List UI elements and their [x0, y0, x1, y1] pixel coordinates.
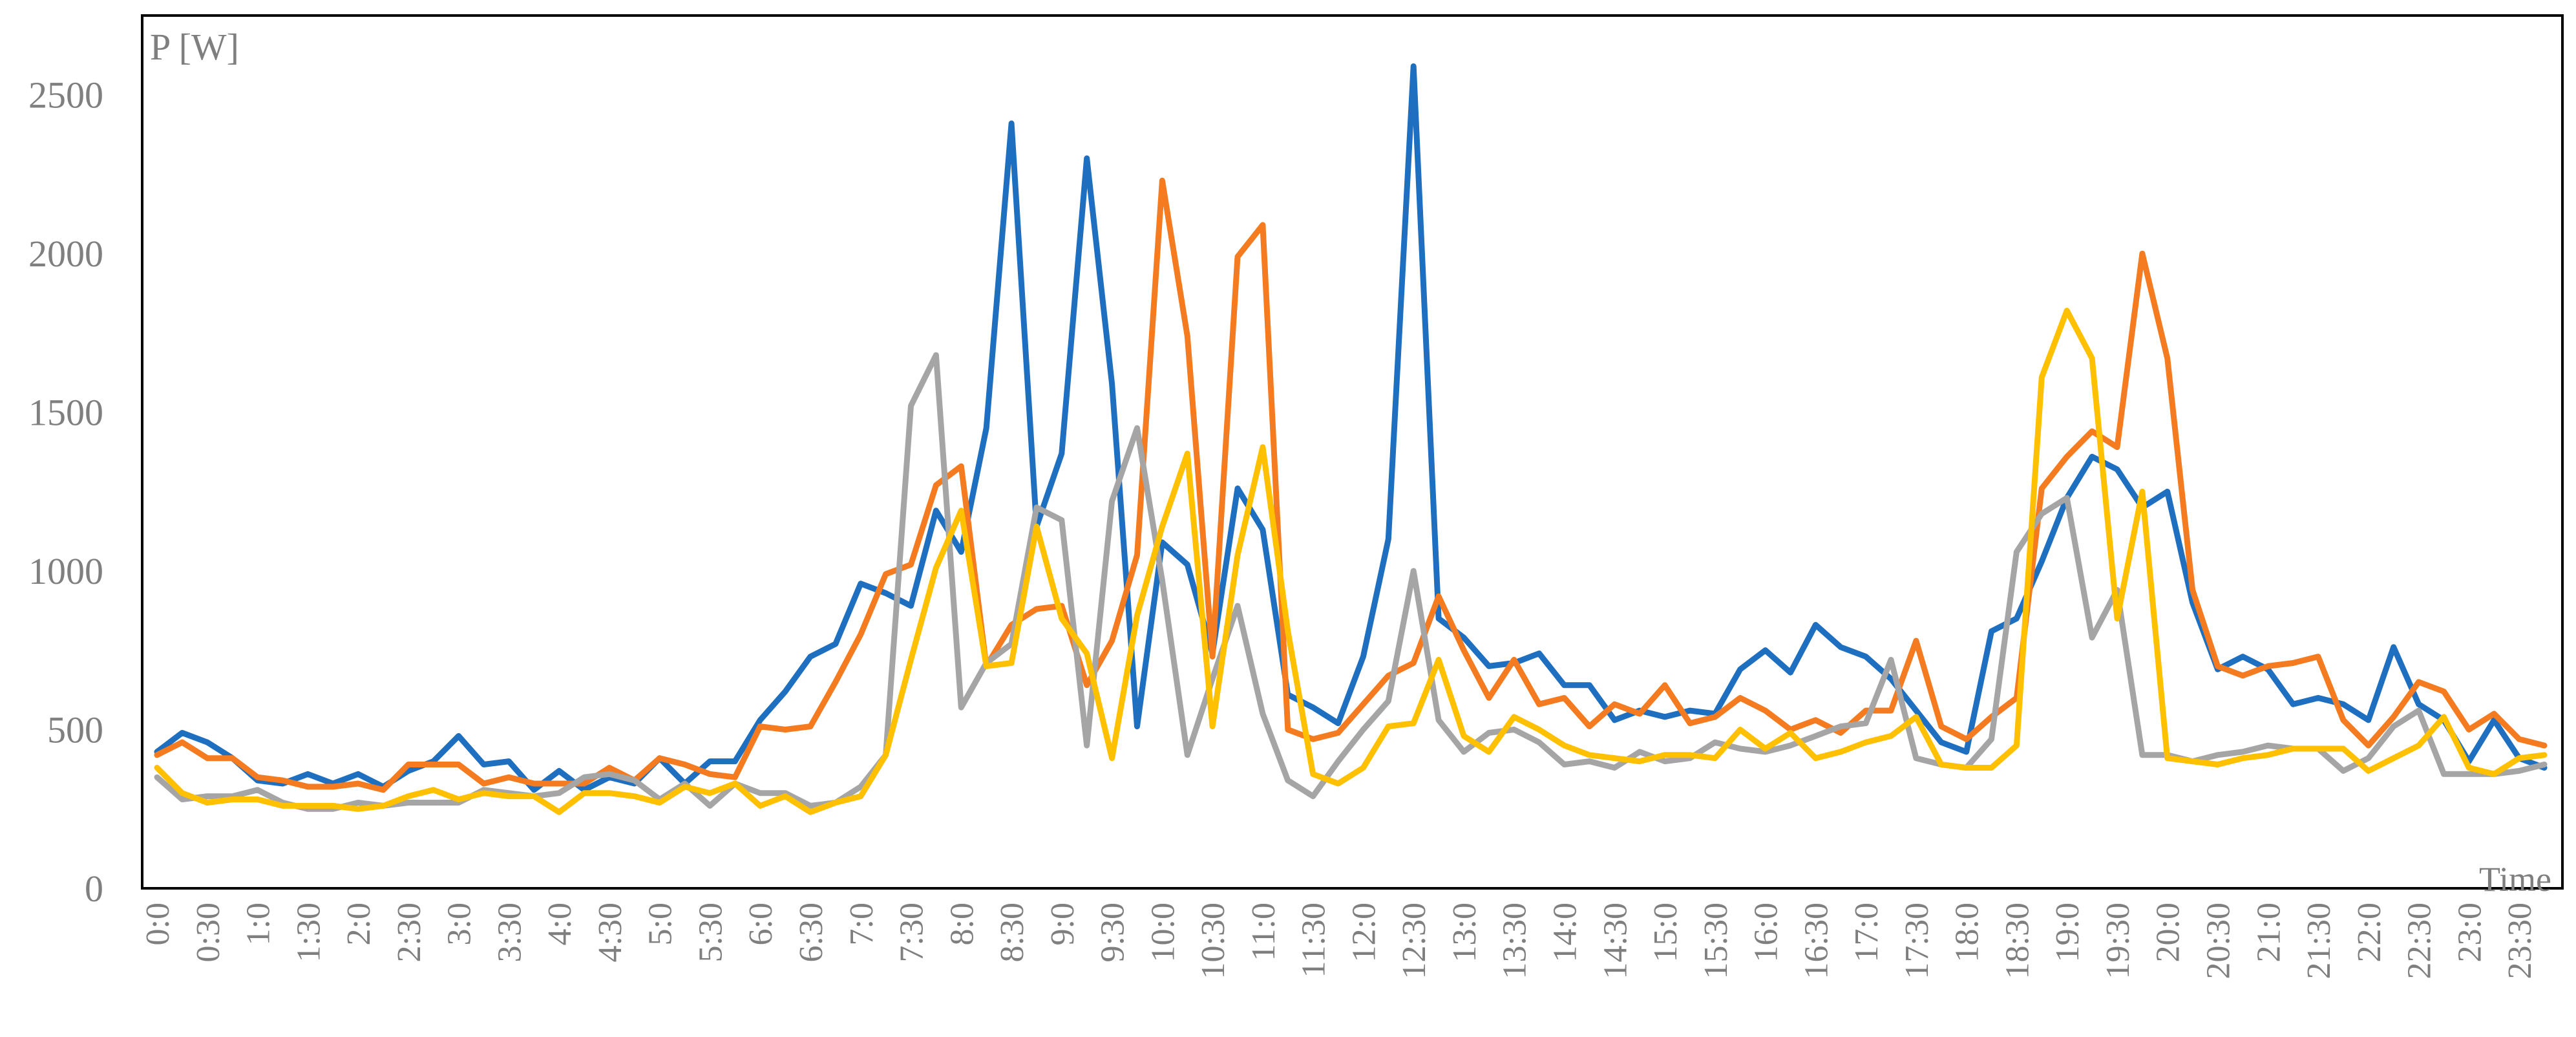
series-line-4	[154, 308, 2548, 815]
x-tick-label: 21:30	[2301, 903, 2338, 979]
x-tick-label: 10:0	[1145, 903, 1181, 962]
x-tick-label: 2:0	[341, 903, 377, 945]
x-tick-label: 15:30	[1698, 903, 1735, 979]
x-tick-label: 9:0	[1044, 903, 1081, 945]
series-line-2	[154, 177, 2548, 793]
x-tick-label: 17:0	[1848, 903, 1885, 962]
x-tick-label: 8:30	[994, 903, 1031, 962]
x-tick-label: 9:30	[1095, 903, 1132, 962]
series-lines	[154, 63, 2548, 815]
x-tick-label: 16:0	[1748, 903, 1785, 962]
x-tick-label: 15:0	[1647, 903, 1684, 962]
x-tick-label: 12:30	[1396, 903, 1433, 979]
x-tick-label: 3:0	[441, 903, 478, 945]
x-tick-label: 14:0	[1547, 903, 1584, 962]
x-tick-label: 18:30	[1999, 903, 2036, 979]
y-tick-label: 2000	[28, 233, 103, 275]
x-tick-label: 19:30	[2100, 903, 2137, 979]
y-tick-label: 500	[47, 709, 103, 751]
x-tick-label: 4:0	[542, 903, 578, 945]
x-tick-label: 13:0	[1446, 903, 1483, 962]
x-tick-label: 22:0	[2351, 903, 2388, 962]
x-tick-label: 2:30	[391, 903, 428, 962]
x-tick-label: 11:0	[1245, 903, 1282, 961]
x-tick-label: 1:0	[240, 903, 277, 945]
x-tick-label: 5:0	[642, 903, 679, 945]
x-tick-label: 16:30	[1798, 903, 1835, 979]
x-tick-label: 0:30	[190, 903, 227, 962]
y-tick-label: 1000	[28, 550, 103, 592]
x-tick-label: 11:30	[1296, 903, 1333, 978]
x-tick-label: 18:0	[1949, 903, 1986, 962]
x-axis-title: Time	[2479, 860, 2551, 899]
x-tick-label: 4:30	[592, 903, 629, 962]
y-tick-label: 0	[85, 868, 103, 910]
x-tick-label: 20:0	[2150, 903, 2187, 962]
x-tick-label: 6:30	[793, 903, 830, 962]
y-axis-ticks: 0 500 1000 1500 2000 2500	[28, 74, 103, 910]
x-tick-label: 23:30	[2502, 903, 2539, 979]
x-tick-label: 21:0	[2250, 903, 2287, 962]
y-axis-title: P [W]	[150, 26, 239, 68]
x-tick-label: 6:0	[743, 903, 779, 945]
y-tick-label: 2500	[28, 74, 103, 116]
x-tick-label: 1:30	[290, 903, 327, 962]
x-tick-label: 23:0	[2451, 903, 2488, 962]
x-tick-label: 8:0	[944, 903, 980, 945]
x-tick-label: 10:30	[1195, 903, 1232, 979]
x-axis-ticks: 0:0 0:30 1:0 1:30 2:0 2:30 3:0 3:30 4:0 4:30 5:0 5:…	[140, 903, 2539, 979]
series-line-3	[154, 352, 2548, 812]
x-tick-label: 0:0	[140, 903, 176, 945]
x-tick-label: 7:0	[843, 903, 880, 945]
x-tick-label: 19:0	[2049, 903, 2086, 962]
x-tick-label: 5:30	[692, 903, 729, 962]
x-tick-label: 3:30	[491, 903, 528, 962]
x-tick-label: 17:30	[1899, 903, 1936, 979]
x-tick-label: 7:30	[894, 903, 931, 962]
x-tick-label: 14:30	[1597, 903, 1634, 979]
x-tick-label: 12:0	[1346, 903, 1382, 962]
series-line-1	[154, 63, 2548, 793]
x-tick-label: 13:30	[1497, 903, 1534, 979]
x-tick-label: 22:30	[2402, 903, 2438, 979]
x-tick-label: 20:30	[2201, 903, 2237, 979]
y-tick-label: 1500	[28, 392, 103, 434]
